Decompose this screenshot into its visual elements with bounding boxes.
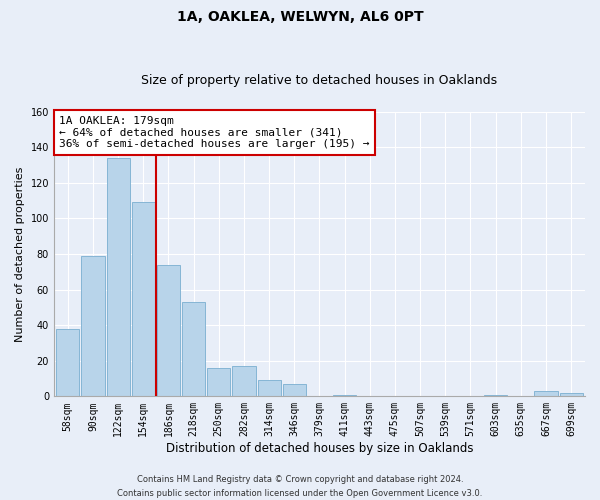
Text: Contains HM Land Registry data © Crown copyright and database right 2024.
Contai: Contains HM Land Registry data © Crown c… [118, 476, 482, 498]
Bar [560, 393, 583, 396]
Text: 1A OAKLEA: 179sqm
← 64% of detached houses are smaller (341)
36% of semi-detache: 1A OAKLEA: 179sqm ← 64% of detached hous… [59, 116, 370, 149]
Text: 1A, OAKLEA, WELWYN, AL6 0PT: 1A, OAKLEA, WELWYN, AL6 0PT [176, 10, 424, 24]
Bar [107, 158, 130, 396]
Bar [484, 394, 507, 396]
Title: Size of property relative to detached houses in Oaklands: Size of property relative to detached ho… [142, 74, 497, 87]
Bar [257, 380, 281, 396]
Bar [157, 264, 180, 396]
Y-axis label: Number of detached properties: Number of detached properties [15, 166, 25, 342]
Bar [333, 394, 356, 396]
Bar [56, 329, 79, 396]
Bar [131, 202, 155, 396]
Bar [182, 302, 205, 396]
Bar [535, 391, 557, 396]
Bar [232, 366, 256, 396]
Bar [82, 256, 104, 396]
Bar [207, 368, 230, 396]
X-axis label: Distribution of detached houses by size in Oaklands: Distribution of detached houses by size … [166, 442, 473, 455]
Bar [283, 384, 306, 396]
